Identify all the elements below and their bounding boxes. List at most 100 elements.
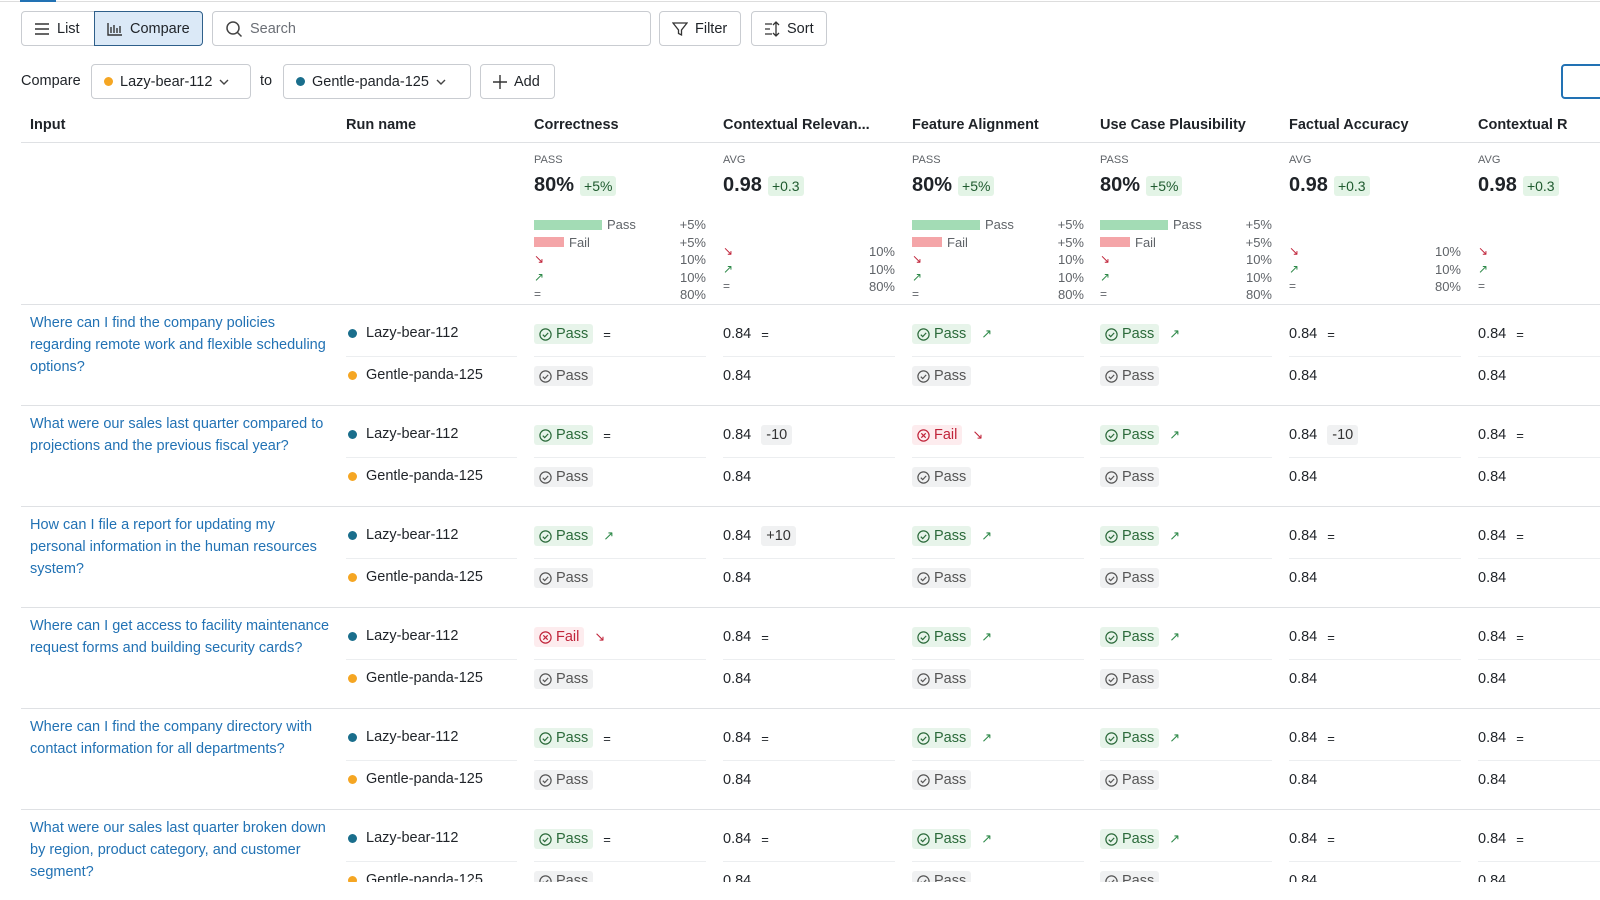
run-name: Gentle-panda-125 (348, 367, 483, 383)
action-button[interactable] (1561, 64, 1600, 99)
pass-icon (539, 529, 552, 543)
status-label: Pass (934, 570, 967, 586)
score: 0.84 (723, 528, 752, 544)
change: ↗ (981, 629, 993, 644)
status-chip: Pass (912, 829, 972, 849)
metric-cell: 0.84 (1478, 567, 1506, 589)
run-b-select[interactable]: Gentle-panda-125 (283, 64, 471, 99)
metric-cell: Pass ↗ (1100, 727, 1180, 749)
add-button[interactable]: Add (480, 64, 555, 99)
change: = (1516, 831, 1524, 847)
metric-cell: 0.84 = (1478, 323, 1524, 345)
breakdown-value: +5% (679, 234, 706, 250)
status-chip: Pass (1100, 425, 1160, 445)
breakdown-label: Fail (569, 234, 590, 250)
breakdown-bar (912, 237, 942, 248)
breakdown-bar (534, 219, 602, 230)
breakdown-label: = (1100, 287, 1108, 302)
add-label: Add (514, 73, 540, 90)
run-dot (348, 328, 357, 338)
sub-divider (1478, 659, 1600, 660)
breakdown-item: Pass (1100, 217, 1202, 232)
metric-cell: 0.84 = (1289, 323, 1335, 345)
metric-cell: 0.84 = (1478, 424, 1524, 446)
change: = (1327, 730, 1335, 746)
metric-cell: Pass = (534, 727, 611, 749)
metric-cell: Pass ↗ (1100, 424, 1180, 446)
run-a-label: Lazy-bear-112 (120, 73, 213, 90)
breakdown-item: ↘ (1289, 244, 1299, 258)
breakdown-bar (534, 237, 564, 248)
summary-delta: +5% (958, 175, 995, 196)
metric-cell: Pass (534, 567, 594, 589)
list-button[interactable]: List (21, 11, 95, 46)
metric-cell: 0.84 (1289, 466, 1317, 488)
breakdown-value: +5% (1245, 217, 1272, 232)
change: = (1327, 831, 1335, 847)
sub-divider (534, 659, 706, 660)
metric-cell: 0.84 (1289, 567, 1317, 589)
status-label: Pass (556, 427, 589, 443)
pass-icon (539, 672, 552, 686)
breakdown-label: ↘ (1289, 244, 1300, 258)
pass-icon (1105, 630, 1118, 644)
change: ↗ (1169, 326, 1181, 341)
status-label: Pass (1122, 831, 1155, 847)
run-label: Lazy-bear-112 (366, 527, 459, 543)
status-label: Pass (556, 469, 589, 485)
status-label: Pass (934, 326, 967, 342)
input-link[interactable]: Where can I get access to facility maint… (30, 618, 330, 656)
sub-divider (346, 659, 517, 660)
status-label: Pass (1122, 570, 1155, 586)
metric-cell: Pass ↗ (1100, 323, 1180, 345)
column-header: Use Case Plausibility (1100, 117, 1246, 133)
metric-cell: 0.84 = (1289, 525, 1335, 547)
status-chip: Pass (1100, 728, 1160, 748)
pass-icon (917, 529, 930, 543)
change: ↗ (981, 730, 993, 745)
status-label: Fail (934, 427, 958, 443)
input-link[interactable]: How can I file a report for updating my … (30, 517, 317, 577)
metric-cell: 0.84 (723, 365, 751, 387)
sort-label: Sort (787, 20, 814, 37)
sub-divider (723, 457, 895, 458)
breakdown-value: 80% (679, 287, 706, 303)
input-link[interactable]: Where can I find the company directory w… (30, 719, 313, 757)
score: 0.84 (1289, 368, 1318, 384)
breakdown-item: ↘ (912, 252, 922, 266)
input-link[interactable]: Where can I find the company policies re… (30, 315, 326, 375)
filter-button[interactable]: Filter (659, 11, 741, 46)
metric-cell: 0.84 (1289, 365, 1317, 387)
summary-delta: +5% (1146, 175, 1183, 196)
change: = (1327, 629, 1335, 645)
search-input[interactable]: Search (212, 11, 651, 46)
score: 0.84 (723, 772, 752, 788)
breakdown-value: 10% (1057, 252, 1084, 268)
change: = (1516, 730, 1524, 746)
sub-divider (912, 356, 1084, 357)
pass-icon (539, 571, 552, 585)
run-a-select[interactable]: Lazy-bear-112 (91, 64, 251, 99)
sub-divider (723, 760, 895, 761)
breakdown-bar (1100, 237, 1130, 248)
pass-icon (1105, 428, 1118, 442)
compare-button[interactable]: Compare (94, 11, 203, 46)
sub-divider (1100, 861, 1272, 862)
pass-icon (917, 470, 930, 484)
breakdown-item: ↘ (1100, 252, 1110, 266)
input-link[interactable]: What were our sales last quarter compare… (30, 416, 324, 454)
score: 0.84 (723, 671, 752, 687)
status-label: Pass (1122, 469, 1155, 485)
plus-icon (493, 74, 507, 89)
input-link[interactable]: What were our sales last quarter broken … (30, 820, 326, 880)
search-icon (226, 20, 243, 37)
run-dot (348, 471, 357, 481)
column-header: Run name (346, 117, 417, 133)
sort-button[interactable]: Sort (751, 11, 827, 46)
breakdown-label: Pass (1173, 217, 1202, 232)
run-name: Gentle-panda-125 (348, 569, 483, 585)
breakdown-item: ↗ (1478, 262, 1488, 276)
pass-icon (539, 731, 552, 745)
breakdown-label: Pass (607, 217, 636, 232)
run-label: Gentle-panda-125 (366, 569, 483, 585)
